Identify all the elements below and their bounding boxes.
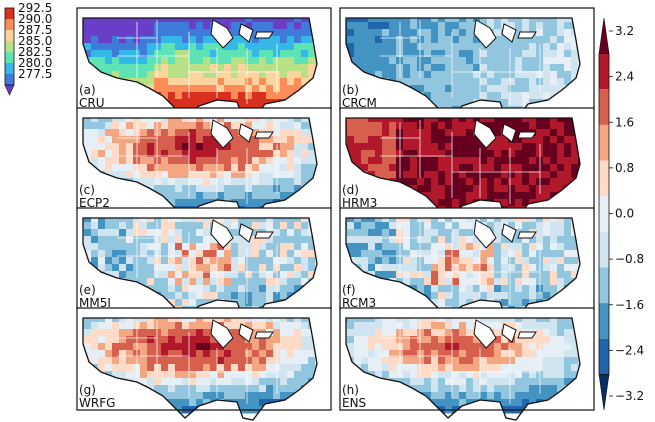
right-colorbar: 3.2 2.4 1.6 0.8 0.0 −0.8 −1.6 −2.4 −3.2 xyxy=(598,17,644,411)
colorbar-tick-label: 280.0 xyxy=(18,56,52,70)
colorbar-tick-label: −1.6 xyxy=(615,298,644,312)
colorbar-tick-label: 277.5 xyxy=(18,67,52,81)
colorbar-segment xyxy=(5,30,14,41)
panel-frame xyxy=(76,307,332,411)
panel-d: (d)HRM3 xyxy=(339,107,595,221)
colorbar-frame xyxy=(4,7,15,86)
colorbar-extend-arrow xyxy=(598,17,610,54)
panel-tag: (f) xyxy=(342,283,356,297)
colorbar-segment xyxy=(599,231,609,268)
panel-tag: (b) xyxy=(342,83,359,97)
colorbar-tick-label: 290.0 xyxy=(18,12,52,26)
colorbar-tick-label: 3.2 xyxy=(615,24,634,38)
panel-model-name: CRCM xyxy=(342,96,377,110)
colorbar-extend-arrow xyxy=(598,374,610,411)
panel-model-name: MM5I xyxy=(79,296,111,310)
colorbar-tick-label: −0.8 xyxy=(615,252,644,266)
panel-f: (f)RCM3 xyxy=(339,207,595,321)
colorbar-segment xyxy=(5,19,14,30)
colorbar-segment xyxy=(5,74,14,85)
colorbar-tick-label: 287.5 xyxy=(18,23,52,37)
panel-e: (e)MM5I xyxy=(76,207,332,321)
panel-tag: (h) xyxy=(342,383,359,397)
panel-tag: (d) xyxy=(342,183,359,197)
colorbar-extend-arrow xyxy=(4,84,15,96)
colorbar-segment xyxy=(5,41,14,52)
colorbar-segment xyxy=(599,160,609,197)
panel-tag: (a) xyxy=(79,83,96,97)
panel-model-name: ENS xyxy=(342,396,366,410)
colorbar-segment xyxy=(599,267,609,304)
panel-a: (a)CRU xyxy=(76,7,332,121)
colorbar-segment xyxy=(599,303,609,339)
colorbar-segment xyxy=(599,196,609,232)
panel-b: (b)CRCM xyxy=(339,7,595,121)
colorbar-tick-label: −2.4 xyxy=(615,343,644,357)
colorbar-segment xyxy=(5,63,14,74)
panel-c: (c)ECP2 xyxy=(76,107,332,221)
colorbar-tick-label: −3.2 xyxy=(615,389,644,403)
panel-frame xyxy=(339,307,595,411)
colorbar-segment xyxy=(599,89,609,125)
panel-tag: (c) xyxy=(79,183,95,197)
colorbar-tick-label: 1.6 xyxy=(615,115,634,129)
colorbar-tick-label: 285.0 xyxy=(18,34,52,48)
panel-tag: (g) xyxy=(79,383,96,397)
colorbar-segment xyxy=(5,8,14,19)
panel-model-name: WRFG xyxy=(79,396,115,410)
panel-model-name: HRM3 xyxy=(342,196,377,210)
colorbar-tick-label: 0.8 xyxy=(615,161,634,175)
panel-model-name: RCM3 xyxy=(342,296,376,310)
colorbar-tick-label: 2.4 xyxy=(615,70,634,84)
colorbar-tick-label: 292.5 xyxy=(18,1,52,15)
colorbar-segment xyxy=(599,124,609,161)
colorbar-segment xyxy=(599,338,609,375)
colorbar-segment xyxy=(599,53,609,90)
panel-tag: (e) xyxy=(79,283,96,297)
colorbar-frame xyxy=(598,53,610,375)
panel-g: (g)WRFG xyxy=(76,307,332,421)
colorbar-tick-label: 0.0 xyxy=(615,207,634,221)
panel-h: (h)ENS xyxy=(339,307,595,421)
colorbar-segment xyxy=(5,52,14,63)
colorbar-tick-label: 282.5 xyxy=(18,45,52,59)
panel-model-name: CRU xyxy=(79,96,105,110)
panel-model-name: ECP2 xyxy=(79,196,110,210)
